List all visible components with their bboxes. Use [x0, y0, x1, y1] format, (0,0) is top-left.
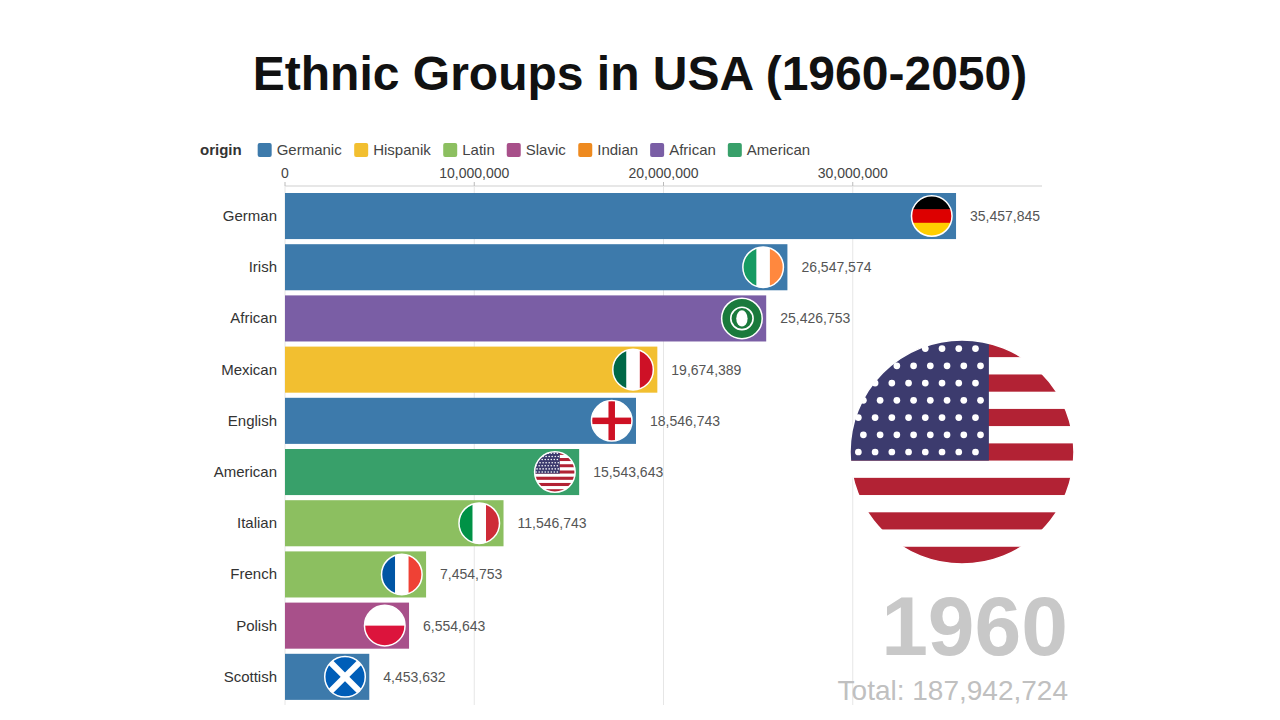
bar — [285, 654, 369, 700]
flag-ring — [743, 247, 784, 288]
legend-label: Hispanik — [373, 141, 431, 158]
data-label: 19,674,389 — [671, 362, 741, 378]
category-label: German — [223, 207, 277, 224]
year-label: 1960 — [881, 579, 1068, 673]
data-label: 6,554,643 — [423, 618, 485, 634]
category-label: American — [214, 463, 277, 480]
legend-swatch — [578, 143, 592, 157]
flag-ring — [459, 503, 500, 544]
tick-mark — [663, 182, 664, 186]
bar — [285, 603, 409, 649]
data-label: 15,543,643 — [593, 464, 663, 480]
flag-icon — [325, 657, 366, 698]
bar — [285, 500, 504, 546]
chart: Ethnic Groups in USA (1960-2050) origin Ge… — [0, 0, 1280, 720]
flag-ring — [325, 657, 366, 698]
data-label: 26,547,574 — [801, 259, 871, 275]
flag-icon — [743, 247, 784, 288]
bar — [285, 551, 426, 597]
total-label: Total: 187,942,724 — [838, 675, 1068, 706]
legend-label: Indian — [597, 141, 638, 158]
flag-icon — [535, 452, 576, 493]
category-label: Mexican — [221, 361, 277, 378]
legend-label: Slavic — [526, 141, 567, 158]
flag-icon — [382, 554, 423, 595]
legend-label: Latin — [462, 141, 495, 158]
data-label: 11,546,743 — [518, 515, 587, 531]
flag-icon — [459, 503, 500, 544]
bar — [285, 244, 787, 290]
legend-title: origin — [200, 141, 242, 158]
flag-ring — [535, 452, 576, 493]
bar — [285, 193, 956, 239]
data-label: 35,457,845 — [970, 208, 1040, 224]
category-label: Scottish — [224, 668, 277, 685]
bar — [285, 347, 657, 393]
flag-ring — [613, 349, 654, 390]
legend-swatch — [728, 143, 742, 157]
legend-swatch — [507, 143, 521, 157]
category-label: African — [230, 309, 277, 326]
bar — [285, 398, 636, 444]
background — [0, 0, 1280, 720]
legend-label: Germanic — [277, 141, 343, 158]
tick-mark — [852, 182, 853, 186]
tick-label: 10,000,000 — [439, 165, 509, 181]
legend-swatch — [650, 143, 664, 157]
flag-icon — [911, 196, 952, 237]
flag-icon — [364, 605, 405, 646]
flag-ring — [382, 554, 423, 595]
flag-ring — [850, 340, 1074, 564]
legend-swatch — [443, 143, 457, 157]
category-label: Irish — [249, 258, 277, 275]
tick-label: 0 — [281, 165, 289, 181]
bar — [285, 449, 579, 495]
category-label: French — [230, 565, 277, 582]
flag-ring — [364, 605, 405, 646]
category-label: Polish — [236, 617, 277, 634]
data-label: 4,453,632 — [383, 669, 445, 685]
flag-icon — [850, 340, 1074, 564]
data-label: 7,454,753 — [440, 566, 502, 582]
tick-mark — [285, 182, 286, 186]
tick-label: 20,000,000 — [628, 165, 698, 181]
legend-label: American — [747, 141, 810, 158]
flag-ring — [722, 298, 763, 339]
flag-ring — [911, 196, 952, 237]
data-label: 25,426,753 — [780, 310, 850, 326]
legend-swatch — [258, 143, 272, 157]
title: Ethnic Groups in USA (1960-2050) — [253, 47, 1027, 100]
tick-label: 30,000,000 — [818, 165, 888, 181]
flag-ring — [591, 401, 632, 442]
flag-icon — [613, 349, 654, 390]
legend: origin Germanic Hispanik Latin Slavic Indian A… — [200, 141, 810, 158]
flag-icon — [591, 401, 632, 442]
flag-icon — [722, 298, 763, 339]
legend-swatch — [354, 143, 368, 157]
category-label: English — [228, 412, 277, 429]
tick-mark — [474, 182, 475, 186]
data-label: 18,546,743 — [650, 413, 720, 429]
legend-label: African — [669, 141, 716, 158]
bar — [285, 295, 766, 341]
category-label: Italian — [237, 514, 277, 531]
